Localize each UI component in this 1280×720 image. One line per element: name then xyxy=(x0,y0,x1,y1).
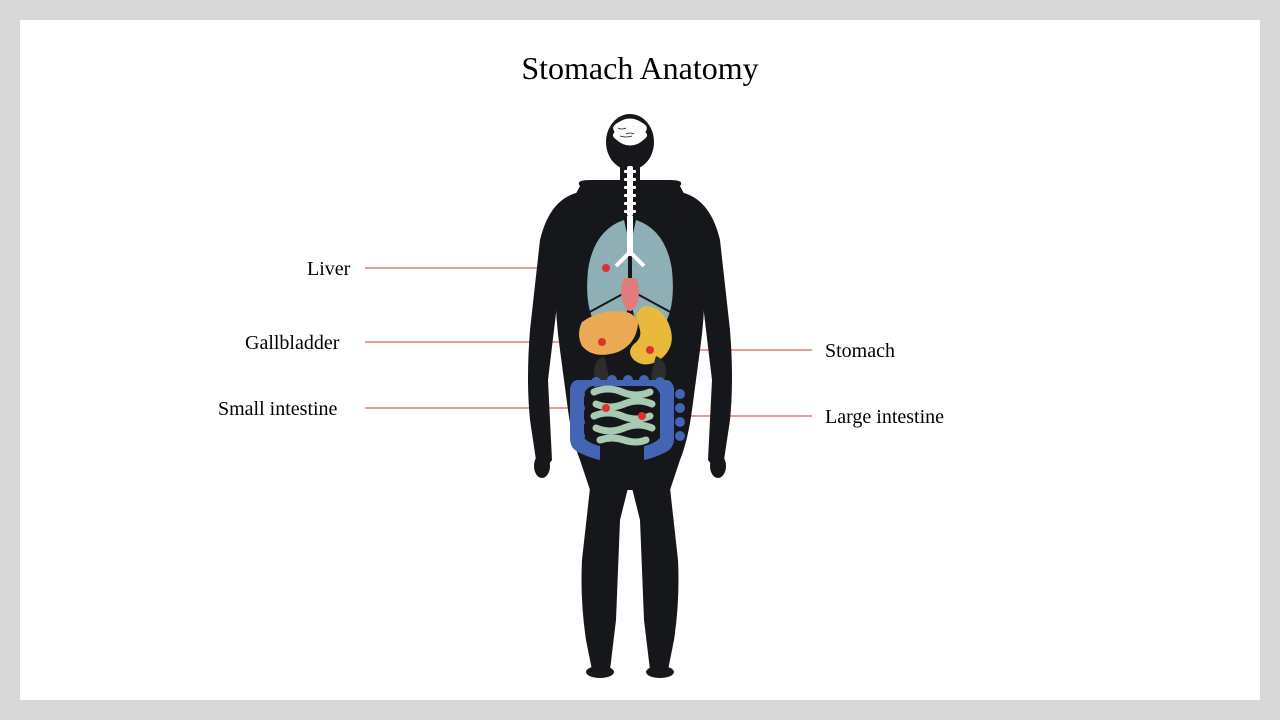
outer-frame: Stomach Anatomy xyxy=(0,0,1280,720)
label-large-intestine: Large intestine xyxy=(825,406,944,429)
label-liver: Liver xyxy=(307,258,350,281)
anatomy-figure xyxy=(20,20,1260,700)
label-gallbladder: Gallbladder xyxy=(245,332,339,355)
label-small-intestine: Small intestine xyxy=(218,398,337,421)
brain-icon xyxy=(612,118,647,146)
label-stomach: Stomach xyxy=(825,340,895,363)
slide: Stomach Anatomy xyxy=(20,20,1260,700)
